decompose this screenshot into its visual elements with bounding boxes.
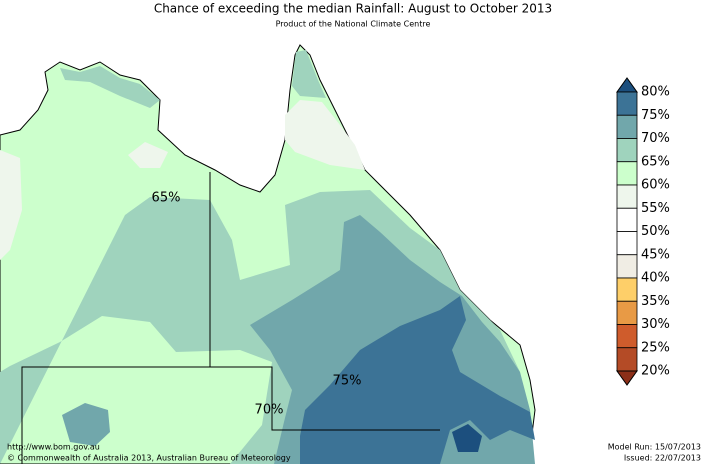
map: 65% 75% 70% [0,44,536,464]
legend-band [616,161,638,186]
legend-label: 20% [641,364,670,379]
legend-band [616,231,638,256]
legend-label: 50% [641,224,670,239]
model-run: Model Run: 15/07/2013 [608,443,701,452]
region-above-80 [452,424,482,452]
legend-band [616,91,638,116]
region-70 [60,66,160,108]
legend-band [616,347,638,372]
legend-band [616,207,638,232]
issued: Issued: 22/07/2013 [624,454,701,463]
footer-copyright: © Commonwealth of Australia 2013, Austra… [7,454,291,463]
legend-label: 45% [641,247,670,262]
region-75 [62,403,110,446]
legend-label: 70% [641,131,670,146]
region-55 [0,150,22,260]
footer-url: http://www.bom.gov.au [7,443,100,452]
legend-band [616,254,638,279]
legend-label: 65% [641,154,670,169]
legend-band [616,324,638,349]
legend-band [616,138,638,163]
legend-label: 55% [641,201,670,216]
region-55 [128,142,168,168]
legend: 80% 75% 70% 65% 60% 55% 50% 45% 40% 35% 30% 25% 20% [616,77,670,386]
legend-band [616,184,638,209]
state-borders [21,172,440,464]
legend-label: 40% [641,271,670,286]
contour-label: 70% [255,403,284,418]
region-55 [285,100,365,170]
legend-label: 30% [641,317,670,332]
region-60 [155,355,265,416]
legend-band [616,300,638,325]
legend-arrow [616,370,638,386]
legend-label: 75% [641,108,670,123]
title: Chance of exceeding the median Rainfall:… [154,2,552,16]
legend-label: 35% [641,294,670,309]
legend-arrow [616,77,638,93]
region-70 [292,50,326,98]
subtitle: Product of the National Climate Centre [276,20,431,29]
legend-label: 60% [641,178,670,193]
legend-label: 25% [641,340,670,355]
legend-band [616,277,638,302]
contour-label: 75% [333,374,362,389]
legend-band [616,114,638,139]
legend-label: 80% [641,85,670,100]
contour-label: 65% [152,191,181,206]
region-80 [300,296,535,464]
